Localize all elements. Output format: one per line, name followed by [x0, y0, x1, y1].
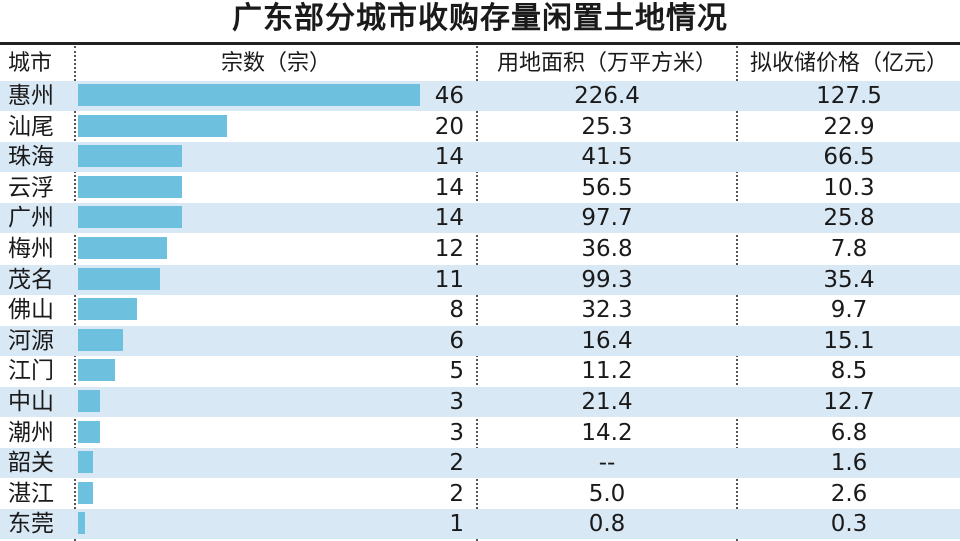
- table-row: 珠海 14 41.5 66.5: [0, 142, 960, 173]
- city-label: 汕尾: [8, 113, 54, 140]
- table-row: 茂名 11 99.3 35.4: [0, 264, 960, 295]
- price-value: 9.7: [830, 297, 868, 324]
- city-label: 河源: [8, 327, 54, 354]
- table-row: 河源 6 16.4 15.1: [0, 325, 960, 356]
- price-value: 15.1: [823, 327, 875, 354]
- area-value: 14.2: [581, 419, 633, 446]
- count-value: 14: [434, 144, 464, 171]
- count-value: 20: [434, 113, 464, 140]
- count-bar: [78, 481, 93, 504]
- area-value: 97.7: [581, 205, 633, 232]
- city-label: 中山: [8, 389, 54, 415]
- count-bar: [78, 359, 116, 382]
- price-value: 1.6: [830, 450, 868, 477]
- area-value: 56.5: [581, 174, 633, 201]
- count-bar: [78, 114, 227, 137]
- city-label: 广州: [8, 205, 54, 232]
- table-row: 韶关 2 -- 1.6: [0, 448, 960, 479]
- count-bar: [78, 84, 420, 106]
- count-bar: [78, 145, 183, 168]
- header-count: 宗数（宗）: [220, 51, 331, 76]
- header-city: 城市: [8, 51, 53, 76]
- table-row: 潮州 3 14.2 6.8: [0, 418, 960, 448]
- header-price: 拟收储价格（亿元）: [749, 51, 948, 76]
- count-bar: [78, 451, 93, 474]
- price-value: 0.3: [830, 511, 868, 538]
- area-value: 32.3: [581, 297, 633, 324]
- city-label: 茂名: [8, 266, 54, 293]
- area-value: 21.4: [581, 389, 633, 415]
- price-value: 25.8: [823, 205, 875, 232]
- area-value: 5.0: [588, 480, 626, 507]
- area-value: 226.4: [574, 83, 640, 109]
- price-value: 35.4: [823, 266, 875, 293]
- price-value: 22.9: [823, 113, 875, 140]
- city-label: 佛山: [8, 297, 54, 324]
- count-value: 14: [434, 205, 464, 232]
- table-row: 东莞 1 0.8 0.3: [0, 509, 960, 540]
- area-value: 41.5: [581, 144, 633, 171]
- chart-title: 广东部分城市收购存量闲置土地情况: [232, 1, 728, 36]
- price-value: 10.3: [823, 174, 875, 201]
- count-bar: [78, 237, 168, 259]
- count-value: 5: [449, 358, 464, 385]
- city-label: 惠州: [8, 83, 54, 109]
- table-header: 城市 宗数（宗） 用地面积（万平方米） 拟收储价格（亿元）: [0, 46, 960, 81]
- table-row: 惠州 46 226.4 127.5: [0, 81, 960, 111]
- city-label: 潮州: [8, 419, 54, 446]
- count-value: 6: [449, 327, 464, 354]
- area-value: 0.8: [588, 511, 626, 538]
- table-row: 汕尾 20 25.3 22.9: [0, 112, 960, 142]
- area-value: 11.2: [581, 358, 633, 385]
- count-bar: [78, 175, 183, 198]
- city-label: 梅州: [8, 236, 54, 262]
- price-value: 8.5: [830, 358, 868, 385]
- count-bar: [78, 298, 138, 321]
- table-row: 中山 3 21.4 12.7: [0, 387, 960, 417]
- count-bar: [78, 512, 86, 535]
- count-value: 1: [449, 511, 464, 538]
- table-row: 云浮 14 56.5 10.3: [0, 173, 960, 203]
- count-value: 2: [449, 480, 464, 507]
- area-value: 99.3: [581, 266, 633, 293]
- city-label: 湛江: [8, 480, 54, 507]
- count-value: 8: [449, 297, 464, 324]
- count-bar: [78, 206, 183, 229]
- count-value: 14: [434, 174, 464, 201]
- count-bar: [78, 390, 101, 412]
- table-row: 广州 14 97.7 25.8: [0, 203, 960, 234]
- area-value: 25.3: [581, 113, 633, 140]
- price-value: 127.5: [816, 83, 882, 109]
- title-divider: [0, 42, 960, 45]
- city-label: 东莞: [8, 511, 54, 538]
- count-value: 2: [449, 450, 464, 477]
- area-value: 36.8: [581, 236, 633, 262]
- area-value: --: [598, 450, 616, 477]
- price-value: 2.6: [830, 480, 868, 507]
- city-label: 江门: [8, 358, 54, 385]
- count-value: 3: [449, 419, 464, 446]
- area-value: 16.4: [581, 327, 633, 354]
- price-value: 7.8: [830, 236, 868, 262]
- header-area: 用地面积（万平方米）: [496, 51, 717, 76]
- city-label: 云浮: [8, 174, 54, 201]
- table-row: 佛山 8 32.3 9.7: [0, 295, 960, 325]
- price-value: 6.8: [830, 419, 868, 446]
- count-bar: [78, 267, 160, 290]
- count-value: 12: [434, 236, 464, 262]
- count-value: 3: [449, 389, 464, 415]
- count-bar: [78, 328, 123, 351]
- table-row: 梅州 12 36.8 7.8: [0, 234, 960, 264]
- city-label: 韶关: [8, 450, 54, 477]
- price-value: 12.7: [823, 389, 875, 415]
- city-label: 珠海: [8, 144, 54, 171]
- count-bar: [78, 420, 101, 443]
- table-row: 江门 5 11.2 8.5: [0, 356, 960, 386]
- table-row: 湛江 2 5.0 2.6: [0, 479, 960, 509]
- count-value: 11: [434, 266, 464, 293]
- count-value: 46: [434, 83, 464, 109]
- price-value: 66.5: [823, 144, 875, 171]
